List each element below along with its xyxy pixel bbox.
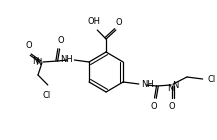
- Text: N: N: [32, 57, 38, 66]
- Text: O: O: [57, 36, 64, 45]
- Text: Cl: Cl: [208, 74, 216, 83]
- Text: NH: NH: [141, 80, 154, 88]
- Text: OH: OH: [88, 17, 101, 26]
- Text: O: O: [150, 102, 157, 111]
- Text: O: O: [115, 18, 122, 27]
- Text: O: O: [26, 41, 33, 50]
- Text: N: N: [172, 80, 179, 89]
- Text: Cl: Cl: [43, 91, 51, 100]
- Text: N: N: [36, 58, 42, 66]
- Text: NH: NH: [61, 54, 73, 64]
- Text: O: O: [169, 102, 176, 111]
- Text: N: N: [167, 84, 173, 93]
